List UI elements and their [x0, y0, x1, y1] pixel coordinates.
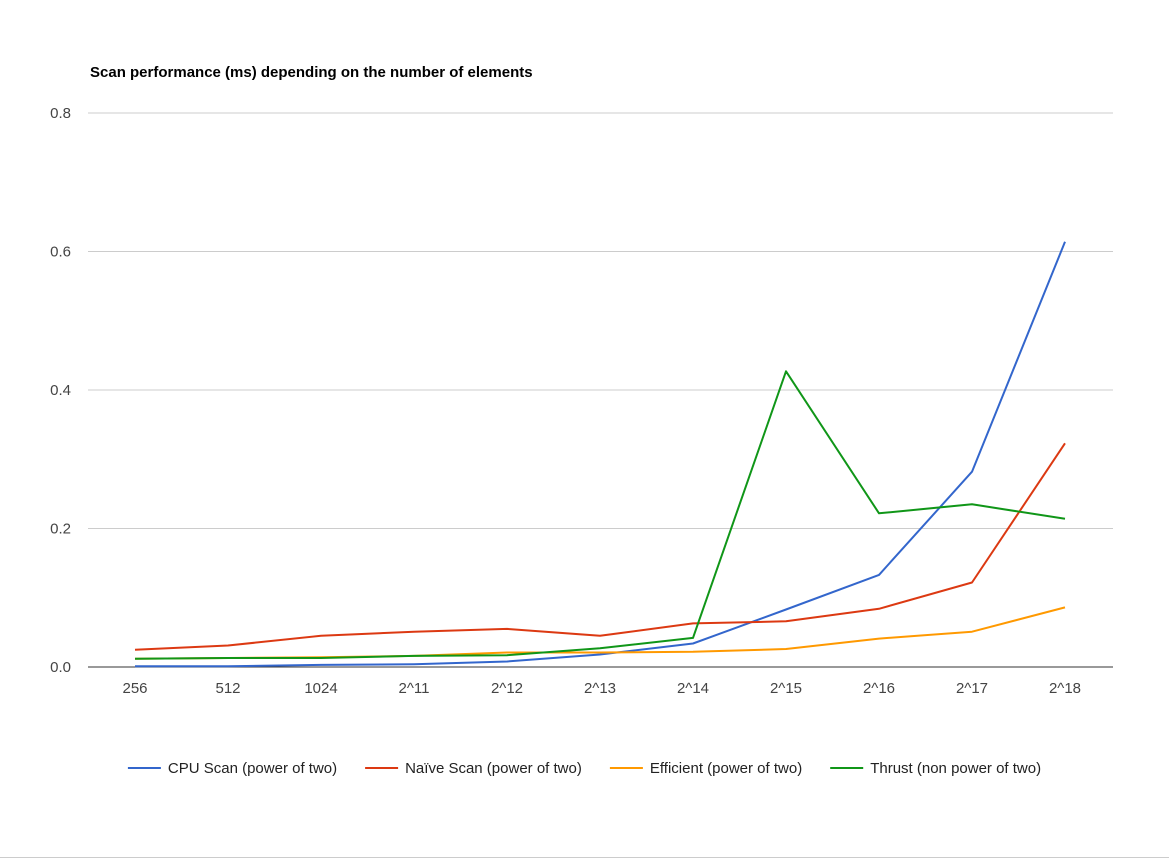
series-lines: [134, 241, 1066, 668]
legend-label: Thrust (non power of two): [870, 760, 1041, 777]
legend-item: Thrust (non power of two): [830, 760, 1041, 777]
legend-item: CPU Scan (power of two): [127, 760, 337, 777]
legend-item: Efficient (power of two): [609, 760, 802, 777]
y-tick-label: 0.6: [50, 244, 71, 261]
grid-lines: [88, 112, 1113, 668]
x-tick-label: 2^17: [956, 680, 988, 697]
y-tick-label: 0.2: [50, 521, 71, 538]
chart-title: Scan performance (ms) depending on the n…: [90, 64, 533, 81]
legend: CPU Scan (power of two) Naïve Scan (power…: [127, 760, 1041, 777]
y-tick-label: 0.4: [50, 382, 71, 399]
legend-item: Naïve Scan (power of two): [365, 760, 582, 777]
series-line-3: [134, 606, 1066, 660]
legend-label: CPU Scan (power of two): [168, 760, 337, 777]
x-tick-label: 2^13: [584, 680, 616, 697]
x-tick-label: 512: [215, 680, 240, 697]
series-line-4: [134, 370, 1066, 660]
y-axis-ticks: 0.0 0.2 0.4 0.6 0.8: [50, 105, 71, 676]
x-tick-label: 2^11: [399, 680, 430, 697]
x-tick-label: 2^12: [491, 680, 523, 697]
x-tick-label: 2^14: [677, 680, 709, 697]
y-tick-label: 0.0: [50, 659, 71, 676]
x-tick-label: 256: [122, 680, 147, 697]
series-line-1: [135, 241, 1066, 668]
legend-label: Efficient (power of two): [650, 760, 802, 777]
series-line-2: [134, 442, 1066, 651]
x-tick-label: 1024: [304, 680, 337, 697]
x-tick-label: 2^16: [863, 680, 895, 697]
y-tick-label: 0.8: [50, 105, 71, 122]
x-tick-label: 2^18: [1049, 680, 1081, 697]
legend-label: Naïve Scan (power of two): [405, 760, 582, 777]
x-tick-label: 2^15: [770, 680, 802, 697]
x-axis-ticks: 256 512 1024 2^11 2^12 2^13 2^14 2^15 2^16 2^17 2^…: [122, 680, 1081, 697]
